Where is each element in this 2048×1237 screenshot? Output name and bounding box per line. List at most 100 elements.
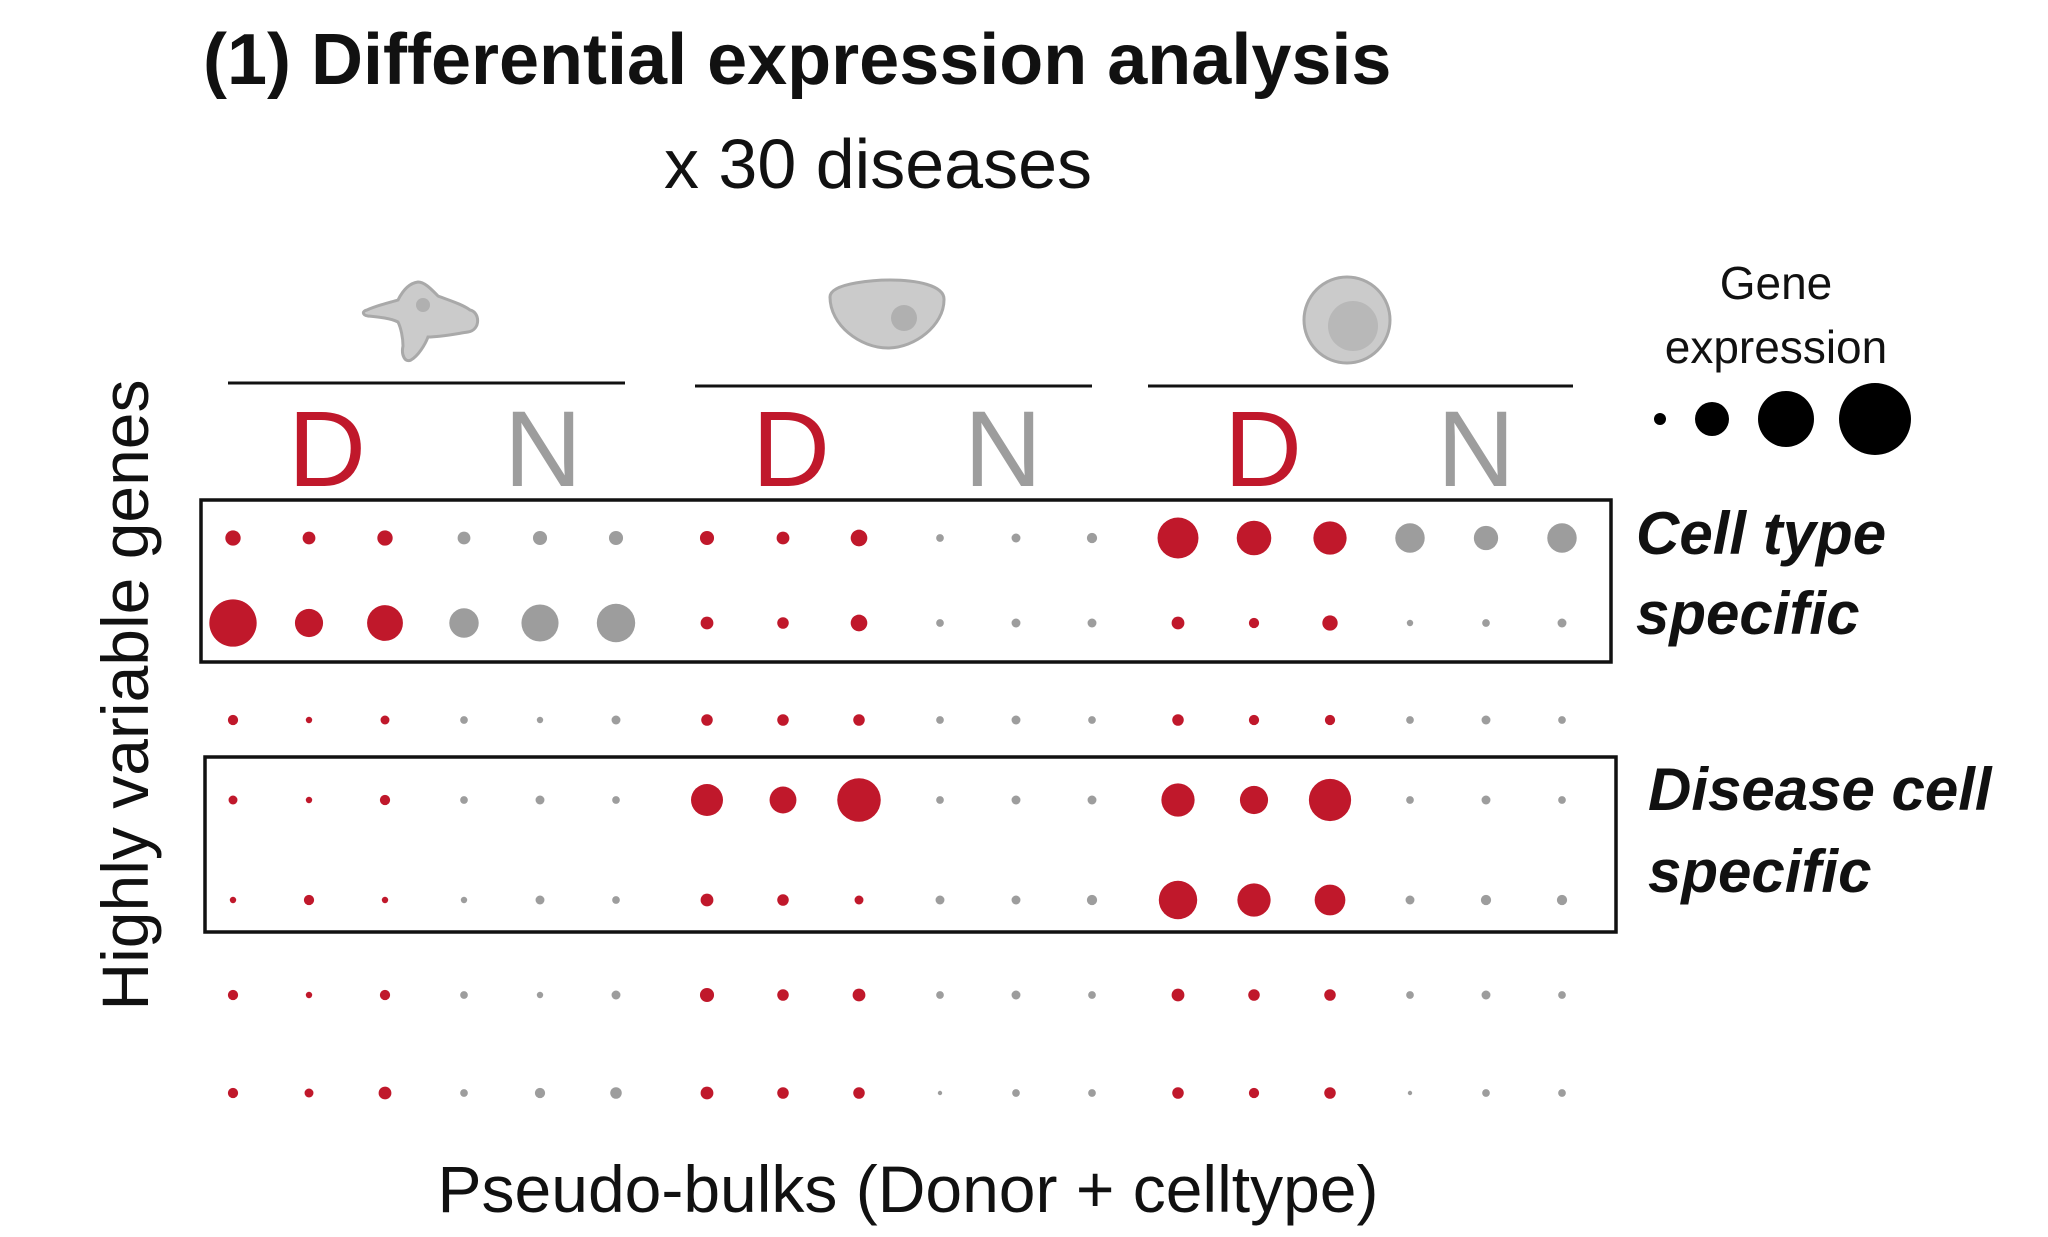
- expression-dot-normal: [1482, 619, 1490, 627]
- expression-dot-normal: [1406, 619, 1414, 627]
- group-label-normal: N: [964, 388, 1042, 509]
- oval-cell-icon: [828, 278, 946, 350]
- expression-dot-disease: [1324, 714, 1336, 726]
- expression-dot-disease: [777, 617, 789, 629]
- figure-title: (1) Differential expression analysis: [203, 20, 1391, 100]
- group-label-normal: N: [1437, 388, 1515, 509]
- expression-dot-normal: [457, 531, 471, 545]
- expression-dot-disease: [378, 1086, 392, 1100]
- expression-dot-normal: [1011, 533, 1021, 543]
- expression-dot-normal: [1558, 1089, 1566, 1097]
- expression-dot-disease: [1172, 1087, 1184, 1099]
- expression-dot-disease: [1171, 988, 1185, 1002]
- expression-dot-normal: [1480, 894, 1492, 906]
- expression-dot-normal: [460, 1089, 468, 1097]
- expression-dot-disease: [1172, 714, 1184, 726]
- expression-dot-disease: [1237, 883, 1271, 917]
- expression-dot-disease: [850, 529, 868, 547]
- expression-dot-normal: [534, 1087, 546, 1099]
- expression-dot-disease: [227, 1087, 239, 1099]
- expression-dot-normal: [1086, 532, 1098, 544]
- expression-dot-normal: [1407, 1090, 1413, 1096]
- expression-dot-normal: [1395, 523, 1425, 553]
- expression-dot-disease: [699, 530, 715, 546]
- figure-subtitle: x 30 diseases: [664, 125, 1092, 203]
- expression-dot-disease: [229, 896, 237, 904]
- expression-dot-normal: [612, 896, 620, 904]
- expression-dot-normal: [1558, 991, 1566, 999]
- expression-dot-disease: [303, 894, 315, 906]
- expression-dot-normal: [936, 991, 944, 999]
- expression-dot-disease: [850, 614, 868, 632]
- expression-dot-normal: [460, 991, 468, 999]
- expression-dot-disease: [700, 616, 714, 630]
- expression-dot-disease: [381, 896, 389, 904]
- expression-dot-disease: [1314, 884, 1346, 916]
- expression-dot-disease: [777, 989, 789, 1001]
- expression-dot-normal: [608, 530, 624, 546]
- expression-dot-disease: [302, 531, 316, 545]
- expression-dot-disease: [853, 1087, 865, 1099]
- expression-dot-normal: [1557, 618, 1567, 628]
- expression-dot-normal: [1088, 1089, 1096, 1097]
- expression-dot-disease: [305, 796, 313, 804]
- expression-dot-disease: [227, 714, 239, 726]
- expression-dot-normal: [535, 895, 545, 905]
- expression-dot-normal: [535, 795, 545, 805]
- group-label-normal: N: [504, 388, 582, 509]
- expression-dot-normal: [1088, 991, 1096, 999]
- expression-dot-disease: [367, 605, 403, 641]
- expression-dot-disease: [691, 784, 723, 816]
- expression-dot-disease: [853, 714, 865, 726]
- expression-dot-normal: [612, 796, 620, 804]
- expression-dot-normal: [1011, 795, 1021, 805]
- legend-dot: [1839, 383, 1911, 455]
- expression-dot-normal: [460, 716, 468, 724]
- expression-dot-normal: [1011, 895, 1021, 905]
- legend-dot: [1654, 413, 1666, 425]
- expression-dot-disease: [837, 778, 881, 822]
- expression-dot-normal: [1473, 525, 1499, 551]
- dendritic-cell-icon: [361, 280, 480, 363]
- group-label-disease: D: [752, 388, 830, 509]
- expression-dot-disease: [1322, 615, 1338, 631]
- expression-dot-disease: [1248, 714, 1260, 726]
- expression-dot-disease: [305, 991, 313, 999]
- expression-dot-disease: [701, 714, 713, 726]
- expression-dot-disease: [854, 895, 864, 905]
- expression-dot-disease: [1157, 517, 1199, 559]
- expression-dot-disease: [769, 786, 797, 814]
- expression-dot-normal: [1406, 716, 1414, 724]
- expression-dot-normal: [536, 716, 544, 724]
- legend-dot: [1695, 402, 1729, 436]
- expression-dot-disease: [1324, 989, 1336, 1001]
- expression-dot-disease: [852, 988, 866, 1002]
- expression-dot-disease: [1313, 521, 1347, 555]
- expression-dot-normal: [1011, 990, 1021, 1000]
- expression-dot-normal: [449, 608, 479, 638]
- expression-dot-disease: [1171, 616, 1185, 630]
- expression-dot-disease: [776, 531, 790, 545]
- expression-dot-normal: [1087, 618, 1097, 628]
- expression-dot-normal: [936, 534, 944, 542]
- expression-dot-normal: [1556, 894, 1568, 906]
- expression-dot-normal: [1481, 715, 1491, 725]
- expression-dot-disease: [225, 530, 241, 546]
- highlight-box-frame: [203, 755, 1618, 934]
- expression-dot-normal: [460, 796, 468, 804]
- expression-dot-disease: [1324, 1087, 1336, 1099]
- highlight-label-line1: Disease cell: [1648, 756, 1993, 823]
- expression-dot-normal: [521, 604, 559, 642]
- expression-dot-normal: [532, 530, 548, 546]
- expression-dot-disease: [294, 608, 324, 638]
- expression-dot-disease: [1308, 778, 1352, 822]
- expression-dot-normal: [1547, 523, 1577, 553]
- expression-dot-normal: [1012, 1089, 1020, 1097]
- highlight-label-line1: Cell type: [1636, 500, 1886, 567]
- expression-dot-disease: [305, 716, 313, 724]
- x-axis-label: Pseudo-bulks (Donor + celltype): [438, 1152, 1379, 1226]
- highlight-box-frame: [199, 498, 1613, 664]
- group-label-disease: D: [288, 388, 366, 509]
- expression-dot-normal: [1405, 895, 1415, 905]
